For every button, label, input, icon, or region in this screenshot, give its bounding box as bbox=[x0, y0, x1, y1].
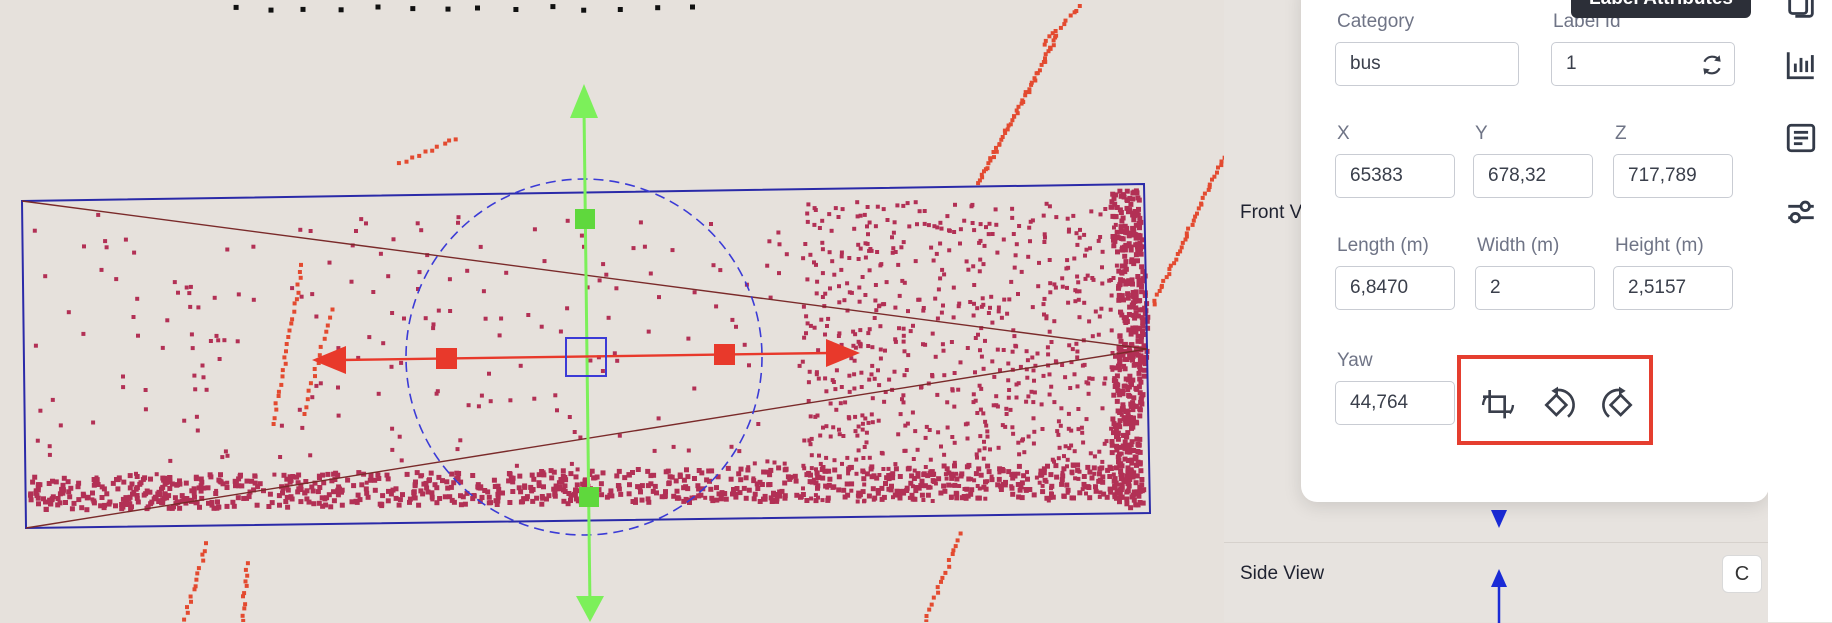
refresh-icon[interactable] bbox=[1699, 52, 1725, 78]
copy-icon[interactable] bbox=[1784, 0, 1818, 22]
x-axis-arrow-right[interactable] bbox=[826, 339, 860, 367]
tool-rail bbox=[1768, 0, 1832, 622]
y-axis-line bbox=[582, 107, 592, 609]
width-label: Width (m) bbox=[1477, 235, 1560, 256]
category-input[interactable]: bus bbox=[1335, 42, 1519, 86]
point-cloud-viewport[interactable] bbox=[0, 0, 1224, 622]
yaw-actions-highlight bbox=[1457, 355, 1653, 445]
side-view-label: Side View bbox=[1240, 563, 1325, 584]
y-label: Y bbox=[1475, 123, 1488, 144]
bounding-box-outline[interactable] bbox=[20, 182, 1152, 530]
chart-icon[interactable] bbox=[1784, 48, 1818, 82]
x-scale-handle-left[interactable] bbox=[436, 348, 457, 369]
bev-canvas[interactable] bbox=[0, 0, 1224, 622]
y-input[interactable]: 678,32 bbox=[1473, 154, 1593, 198]
category-label: Category bbox=[1337, 11, 1415, 32]
y-axis-arrow-top[interactable] bbox=[570, 84, 598, 118]
height-label: Height (m) bbox=[1615, 235, 1704, 256]
label-id-input[interactable]: 1 bbox=[1551, 42, 1735, 86]
side-view[interactable]: Side View bbox=[1224, 542, 1768, 623]
x-input[interactable]: 65383 bbox=[1335, 154, 1455, 198]
move-center-handle[interactable] bbox=[565, 337, 607, 377]
rotate-left-icon[interactable] bbox=[1538, 385, 1578, 425]
z-label: Z bbox=[1615, 123, 1627, 144]
side-view-reset-button[interactable]: C bbox=[1722, 555, 1762, 593]
width-input[interactable]: 2 bbox=[1475, 266, 1595, 310]
list-icon[interactable] bbox=[1784, 121, 1818, 155]
front-view-label: Front V bbox=[1240, 202, 1303, 223]
side-view-axis-icon bbox=[1491, 569, 1507, 623]
front-view[interactable]: Front V bbox=[1224, 182, 1768, 542]
x-axis-arrow-left[interactable] bbox=[312, 346, 346, 374]
label-attributes-tooltip: Label Attributes bbox=[1571, 0, 1751, 18]
x-scale-handle-right[interactable] bbox=[714, 344, 735, 365]
length-input[interactable]: 6,8470 bbox=[1335, 266, 1455, 310]
sliders-icon[interactable] bbox=[1784, 195, 1818, 229]
rotate-right-icon[interactable] bbox=[1599, 385, 1639, 425]
x-label: X bbox=[1337, 123, 1350, 144]
z-input[interactable]: 717,789 bbox=[1613, 154, 1733, 198]
y-scale-handle-top[interactable] bbox=[575, 209, 595, 229]
label-id-value: 1 bbox=[1566, 53, 1577, 74]
point-cloud bbox=[28, 4, 1224, 622]
x-axis-line bbox=[339, 351, 831, 362]
y-axis-arrow-bottom[interactable] bbox=[576, 596, 604, 622]
front-view-axis-icon bbox=[1491, 510, 1507, 528]
rotate-reset-icon[interactable] bbox=[1478, 385, 1518, 425]
height-input[interactable]: 2,5157 bbox=[1613, 266, 1733, 310]
heading-line-top bbox=[21, 200, 1148, 350]
yaw-label: Yaw bbox=[1337, 350, 1373, 371]
length-label: Length (m) bbox=[1337, 235, 1429, 256]
yaw-input[interactable]: 44,764 bbox=[1335, 381, 1455, 425]
y-scale-handle-bottom[interactable] bbox=[579, 487, 599, 507]
